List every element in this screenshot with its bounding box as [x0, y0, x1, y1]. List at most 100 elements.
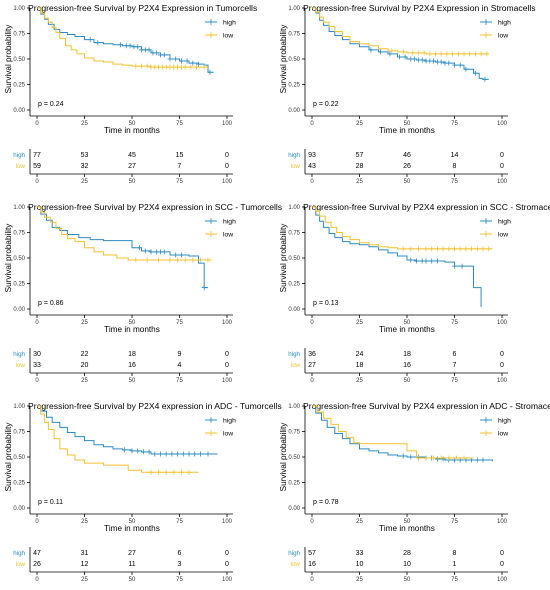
y-tick-label: 0.75	[13, 430, 25, 436]
censor-mark-high	[452, 62, 457, 68]
censor-mark-low	[452, 246, 457, 252]
legend-label: high	[223, 219, 236, 226]
censor-mark-high	[178, 252, 184, 258]
x-tick-label: 50	[129, 519, 136, 525]
censor-mark-low	[144, 257, 150, 263]
censor-mark-high	[154, 50, 160, 56]
km-panel-6: Progression-free Survival by P2X4 expres…	[279, 401, 550, 583]
censor-mark-high	[178, 58, 184, 64]
censor-mark-low	[182, 64, 188, 70]
risk-count: 16	[403, 362, 411, 369]
censor-mark-low	[182, 257, 188, 263]
x-axis-label: Time in months	[379, 126, 435, 135]
censor-mark-low	[423, 455, 429, 461]
censor-mark-low	[201, 64, 207, 70]
censor-mark-low	[139, 63, 144, 69]
x-tick-label: 50	[404, 519, 411, 525]
risk-count: 7	[453, 362, 457, 369]
censor-mark-low	[444, 51, 450, 57]
km-curve-high	[312, 7, 489, 80]
legend-item-high: high	[480, 19, 511, 27]
risk-x-tick-label: 0	[310, 378, 314, 384]
censor-mark-high	[377, 49, 383, 55]
p-value: p = 0.24	[38, 101, 64, 108]
censor-mark-low	[415, 246, 421, 252]
risk-row-label: high	[288, 152, 300, 159]
km-curve-low	[37, 405, 199, 473]
censor-mark-low	[188, 64, 194, 70]
censor-mark-low	[438, 51, 444, 57]
risk-x-tick-label: 50	[129, 179, 136, 185]
censor-mark-high	[463, 66, 469, 72]
legend-label: low	[223, 232, 233, 239]
risk-x-tick-label: 25	[356, 179, 363, 185]
y-axis-label: Survival probability	[4, 24, 13, 94]
y-tick-label: 0.50	[13, 57, 25, 63]
censor-mark-high	[434, 258, 440, 264]
risk-x-tick-label: 0	[310, 577, 314, 583]
risk-count: 0	[500, 561, 504, 568]
censor-mark-high	[429, 258, 435, 264]
censor-mark-high	[192, 451, 198, 457]
x-tick-label: 25	[356, 121, 363, 127]
censor-mark-low	[415, 50, 421, 56]
p-value: p = 0.78	[313, 499, 339, 506]
y-tick-label: 0.50	[288, 256, 300, 262]
risk-count: 20	[81, 362, 89, 369]
censor-mark-low	[478, 51, 484, 57]
legend-item-low: low	[205, 430, 233, 438]
censor-mark-high	[396, 54, 402, 60]
y-tick-label: 0.75	[288, 430, 300, 436]
censor-mark-high	[205, 451, 211, 457]
x-axis-label: Time in months	[104, 126, 160, 135]
km-panel-5: Progression-free Survival by P2X4 expres…	[4, 401, 282, 583]
censor-mark-high	[95, 40, 101, 46]
risk-row-label: low	[16, 163, 26, 170]
risk-row-label: low	[291, 362, 301, 369]
risk-count: 77	[33, 152, 41, 159]
risk-count: 0	[225, 561, 229, 568]
risk-x-tick-label: 0	[310, 179, 314, 185]
x-tick-label: 25	[81, 320, 88, 326]
censor-mark-high	[419, 57, 425, 63]
censor-mark-low	[205, 257, 211, 263]
x-axis-label: Time in months	[104, 524, 160, 533]
risk-count: 0	[225, 550, 229, 557]
risk-count: 33	[33, 362, 41, 369]
x-tick-label: 100	[222, 121, 233, 127]
censor-mark-low	[410, 50, 416, 56]
censor-mark-low	[415, 455, 421, 461]
risk-count: 27	[128, 163, 136, 170]
risk-count: 18	[403, 351, 411, 358]
censor-mark-high	[118, 42, 124, 48]
x-tick-label: 100	[497, 519, 508, 525]
risk-count: 8	[453, 163, 457, 170]
censor-mark-high	[408, 257, 414, 263]
km-curve-high	[37, 405, 218, 455]
risk-count: 0	[500, 550, 504, 557]
risk-count: 3	[178, 561, 182, 568]
censor-mark-high	[161, 52, 167, 58]
y-tick-label: 1.00	[13, 6, 25, 12]
censor-mark-high	[173, 252, 179, 258]
risk-x-tick-label: 0	[35, 378, 39, 384]
risk-row-label: high	[13, 351, 25, 358]
risk-count: 0	[225, 163, 229, 170]
risk-x-tick-label: 50	[129, 577, 136, 583]
x-tick-label: 25	[356, 320, 363, 326]
risk-x-tick-label: 25	[356, 378, 363, 384]
chart-title: Progression-free Survival by P2X4 expres…	[28, 401, 282, 411]
km-curve-low	[37, 206, 212, 261]
risk-row-label: low	[291, 163, 301, 170]
y-tick-label: 1.00	[13, 404, 25, 410]
censor-mark-high	[142, 248, 148, 254]
x-tick-label: 50	[404, 121, 411, 127]
censor-mark-high	[207, 69, 213, 75]
risk-count: 1	[453, 561, 457, 568]
risk-count: 0	[225, 362, 229, 369]
censor-mark-low	[423, 246, 429, 252]
risk-x-tick-label: 25	[356, 577, 363, 583]
censor-mark-low	[178, 469, 184, 475]
risk-row-label: low	[16, 561, 26, 568]
